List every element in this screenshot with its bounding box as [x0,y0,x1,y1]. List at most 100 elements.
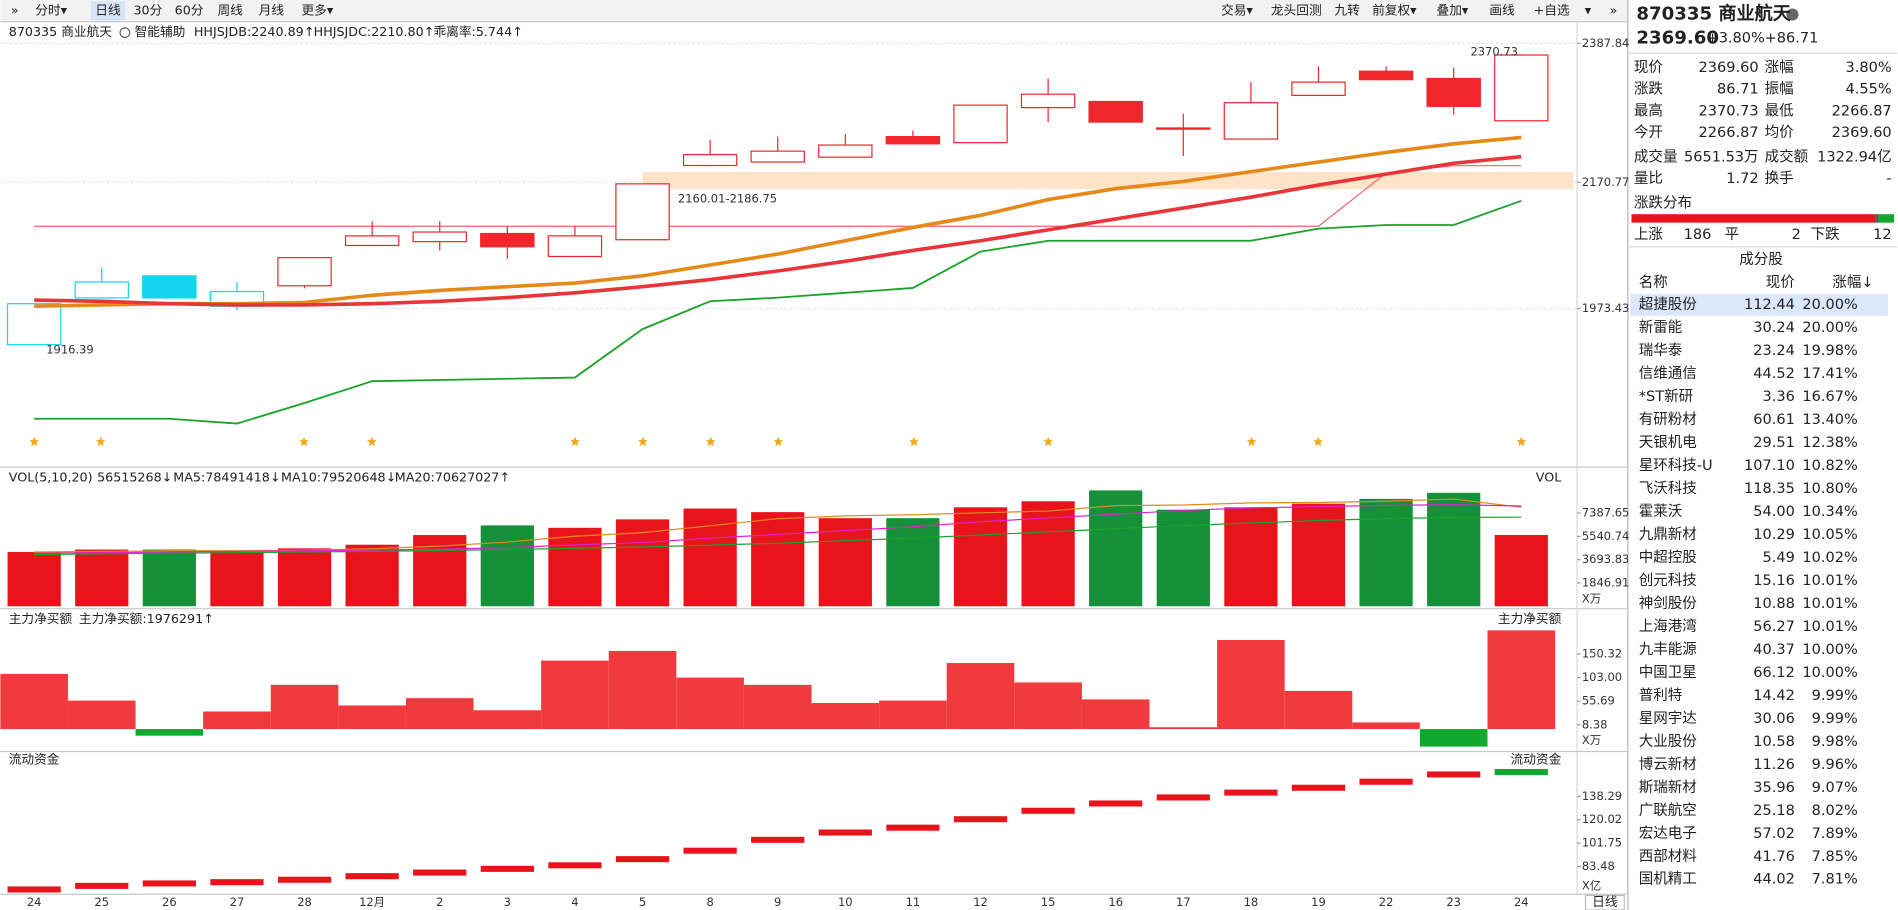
stock-name[interactable]: 星网宇达 [1639,710,1697,727]
x-tick-label: 23 [1446,895,1461,909]
y-tick-label: 5540.74 [1582,529,1630,543]
x-tick-label: 16 [1108,895,1123,909]
stat-value: 1322.94亿 [1817,148,1892,165]
low-label: 1916.39 [46,342,93,356]
assist-label: 智能辅助 [135,24,186,39]
toolbar-button[interactable]: 周线 [218,2,244,17]
stock-name[interactable]: 上海港湾 [1639,618,1697,635]
info-icon[interactable] [1786,8,1799,21]
stock-pct: 10.00% [1802,665,1857,681]
zone-label: 2160.01-2186.75 [678,191,777,205]
stock-title: 870335 商业航天 [9,24,113,39]
stock-name[interactable]: 新雷能 [1639,319,1683,336]
bar [203,711,271,730]
toolbar-button[interactable]: 交易▾ [1221,2,1253,17]
stock-name[interactable]: 博云新材 [1639,756,1697,773]
x-tick-label: 10 [838,895,853,909]
bar [608,650,677,730]
bar [270,684,339,730]
stock-price: 30.24 [1753,320,1795,336]
legend-item: VOL(5,10,20) [9,469,93,484]
stat-label: 涨幅 [1765,59,1794,76]
candle-body [953,104,1008,144]
stock-name[interactable]: 西部材料 [1639,848,1698,865]
table-header: 名称 [1639,274,1668,291]
stock-pct: 10.01% [1802,619,1857,635]
stock-name[interactable]: 国机精工 [1639,871,1697,888]
stock-name[interactable]: 飞沃科技 [1639,480,1697,497]
stat-value: 2266.87 [1699,125,1759,141]
bar [1156,509,1210,607]
bar [1014,682,1082,730]
toolbar-button[interactable]: ▾ [1585,2,1592,17]
stock-name[interactable]: 宏达电子 [1639,825,1697,842]
stock-price: 118.35 [1744,481,1795,497]
toolbar-button[interactable]: +自选 [1534,2,1570,17]
toolbar-button[interactable]: 画线 [1489,2,1515,17]
stock-name[interactable]: 普利特 [1639,687,1683,704]
toolbar-button[interactable]: 九转 [1334,2,1360,17]
stock-name[interactable]: 天银机电 [1639,434,1697,451]
flow-dash [1359,778,1413,785]
stock-price: 23.24 [1753,343,1795,359]
stock-name[interactable]: *ST新研 [1639,388,1693,405]
stock-pct: 10.01% [1802,596,1857,612]
stock-pct: 9.96% [1812,757,1858,773]
toolbar-button[interactable]: 日线 [95,2,121,17]
period-label: 日线 [1592,894,1618,909]
y-tick-label: 1846.91 [1582,575,1630,589]
stock-name[interactable]: 大业股份 [1639,733,1698,750]
stock-name[interactable]: 广联航空 [1639,802,1697,819]
toolbar-button[interactable]: 叠加▾ [1437,2,1469,17]
toolbar-button[interactable]: 月线 [259,2,285,17]
stat-label: 均价 [1765,124,1795,141]
y-tick-label: 55.69 [1582,694,1615,708]
indicator-line [34,516,1522,556]
candle-body [1020,93,1076,109]
flow-dash [683,847,737,854]
indicator-line [34,154,1522,307]
legend-item: 主力净买额:1976291↑ [79,611,214,626]
stock-pct: 7.81% [1812,872,1858,888]
stock-name[interactable]: 星环科技-U [1639,457,1713,474]
legend-item: MA20:70627027↑ [395,469,510,484]
assist-icon[interactable] [119,27,131,39]
stock-name[interactable]: 霍莱沃 [1639,503,1683,520]
toolbar-button[interactable]: 分时▾ [35,2,67,17]
toolbar-button[interactable]: 更多▾ [301,2,333,17]
stock-name[interactable]: 神剑股份 [1639,595,1698,612]
stock-name[interactable]: 中超控股 [1639,549,1697,566]
table-header[interactable]: 涨幅↓ [1832,274,1873,291]
y-tick-label: 103.00 [1582,670,1622,684]
toolbar-button[interactable]: 30分 [133,2,162,17]
stock-pct: 10.80% [1802,481,1857,497]
toolbar-button[interactable]: » [1609,2,1617,17]
toolbar-button[interactable]: 60分 [175,2,204,17]
x-tick-label: 12 [973,895,988,909]
constituents-title: 成分股 [1739,251,1783,268]
stat-label: 振幅 [1765,81,1794,98]
toolbar-button[interactable]: 龙头回测 [1271,2,1322,17]
x-tick-label: 28 [297,895,312,909]
stock-name[interactable]: 斯瑞新材 [1639,779,1697,796]
stock-name[interactable]: 九鼎新材 [1639,526,1697,543]
x-tick-label: 11 [906,895,921,909]
stock-name[interactable]: 中国卫星 [1639,664,1697,681]
toolbar-button[interactable]: 前复权▾ [1372,2,1417,17]
price-zone [642,172,1574,190]
stock-name[interactable]: 超捷股份 [1639,296,1698,313]
candle-body [412,231,467,243]
stock-name[interactable]: 创元科技 [1639,572,1697,589]
candle-body [6,303,62,346]
stock-name[interactable]: 信维通信 [1639,365,1697,382]
flow-dash [953,816,1008,823]
stock-pct: 20.00% [1802,297,1857,313]
stock-pct: 8.02% [1812,803,1858,819]
toolbar-button[interactable]: » [11,2,19,17]
stock-name[interactable]: 瑞华泰 [1639,342,1683,359]
stock-pct: 10.01% [1802,573,1857,589]
stock-name[interactable]: 有研粉材 [1639,411,1697,428]
stock-name[interactable]: 九丰能源 [1639,641,1698,658]
flow-dash [1156,794,1210,801]
